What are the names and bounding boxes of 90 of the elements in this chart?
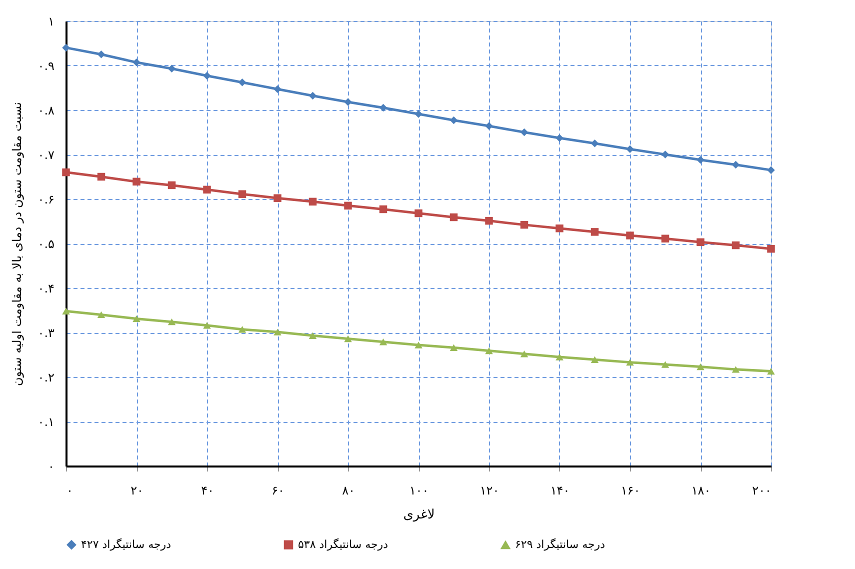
x-tick-label: ۴۰ [201, 484, 214, 498]
point [97, 311, 106, 318]
y-tick-label: ۰.۵ [38, 237, 54, 251]
point [203, 186, 211, 194]
point [132, 315, 140, 322]
point [556, 134, 564, 142]
y-tick-label: ۰.۶ [38, 192, 54, 206]
point [238, 78, 246, 86]
point [414, 110, 422, 118]
x-tick-label: ۱۶۰ [620, 484, 640, 498]
point [626, 145, 634, 154]
point [450, 116, 458, 124]
y-tick-label: ۰.۴ [38, 282, 54, 296]
point [732, 241, 740, 250]
x-tick-label: ۱۴۰ [550, 484, 570, 498]
point [520, 220, 528, 229]
point [203, 322, 211, 329]
y-tick-label: ۰ [48, 460, 54, 474]
point [274, 328, 282, 336]
y-tick-label: ۱ [48, 14, 54, 28]
point [520, 350, 528, 358]
point [168, 181, 176, 190]
point [450, 344, 458, 351]
point [97, 50, 106, 58]
point [274, 194, 282, 202]
point [62, 308, 70, 314]
legend-label: ۴۲۷ درجه سانتیگراد [81, 538, 172, 551]
point [344, 335, 352, 342]
point [168, 318, 176, 326]
point [344, 202, 352, 210]
point [414, 209, 422, 218]
point [661, 234, 670, 242]
x-tick-label: ۰ [66, 484, 73, 498]
y-tick-label: ۰.۹ [38, 59, 54, 73]
point [661, 150, 670, 158]
point [590, 356, 599, 363]
point [626, 358, 634, 366]
legend-label: ۶۲۹ درجه سانتیگراد [515, 538, 606, 552]
point [661, 361, 670, 368]
legend-label: ۵۳۸ درجه سانتیگراد [298, 538, 388, 551]
point [767, 166, 775, 174]
y-tick-label: ۰.۷ [38, 148, 56, 162]
x-tick-label: ۶۰ [272, 484, 284, 498]
point [62, 44, 70, 52]
y-tick-label: ۰.۱ [38, 415, 54, 429]
y-tick-label: ۰.۳ [38, 326, 56, 340]
point [132, 58, 140, 66]
point [485, 216, 493, 225]
point [696, 156, 704, 164]
x-axis-title: لاغری [403, 508, 435, 522]
point [732, 160, 740, 169]
point [626, 232, 634, 240]
point [520, 128, 528, 136]
point [696, 238, 704, 246]
point [168, 64, 176, 72]
point [696, 363, 704, 370]
point [767, 368, 775, 375]
x-tick-label: ۱۲۰ [480, 484, 500, 498]
point [590, 140, 599, 148]
point [556, 224, 564, 232]
point [308, 198, 317, 206]
point [97, 172, 106, 181]
x-tick-label: ۲۰ [130, 484, 144, 498]
point [62, 168, 70, 176]
point [414, 342, 422, 348]
point [344, 98, 352, 106]
point [132, 178, 140, 186]
point [308, 92, 317, 100]
x-tick-label: ۱۸۰ [691, 484, 711, 498]
point [450, 213, 458, 222]
x-tick-label: ۲۰۰ [752, 484, 772, 498]
point [379, 104, 388, 112]
point [732, 366, 740, 373]
point [274, 85, 282, 93]
point [556, 354, 564, 360]
point [485, 347, 493, 354]
point [590, 228, 599, 236]
y-tick-label: ۰.۲ [38, 370, 54, 384]
y-tick-label: ۰.۸ [38, 104, 56, 118]
point [767, 244, 775, 253]
point [485, 122, 493, 130]
point [308, 332, 317, 339]
x-tick-label: ۱۰۰ [409, 484, 429, 498]
y-axis-title: نسبت مقاومت ستون در دمای بالا به مقاومت اولیه ستون [10, 102, 24, 386]
point [379, 338, 388, 346]
point [379, 205, 388, 214]
point [238, 326, 246, 333]
x-tick-label: ۸۰ [342, 484, 355, 498]
point [238, 190, 246, 198]
point [203, 72, 211, 80]
